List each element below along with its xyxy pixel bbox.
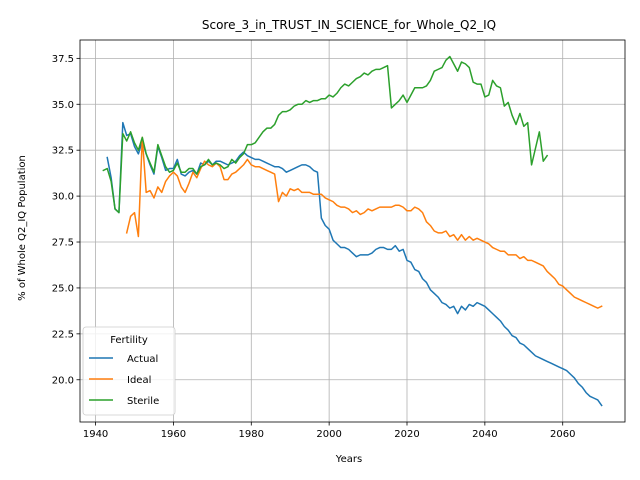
y-tick-label: 32.5 — [52, 146, 74, 157]
x-tick-label: 1960 — [161, 429, 186, 440]
grid-lines — [80, 40, 625, 422]
y-axis-label: % of Whole Q2_IQ Population — [17, 155, 28, 301]
legend-label-ideal: Ideal — [127, 375, 151, 386]
legend-box — [82, 326, 176, 416]
axes-frame — [79, 39, 626, 423]
y-tick-label: 25.0 — [52, 283, 74, 294]
x-tick-label: 2060 — [550, 429, 575, 440]
y-tick-label: 22.5 — [52, 329, 74, 340]
series-lines — [102, 55, 603, 407]
y-tick-label: 27.5 — [52, 238, 74, 249]
legend-label-actual: Actual — [127, 354, 158, 365]
x-axis-ticks: 1940 1960 1980 2000 2020 2040 2060 — [83, 422, 575, 440]
y-axis-ticks: 20.0 22.5 25.0 27.5 30.0 32.5 35.0 37.5 — [52, 54, 80, 386]
y-tick-label: 35.0 — [52, 100, 74, 111]
y-tick-label: 37.5 — [52, 54, 74, 65]
x-tick-label: 2000 — [316, 429, 341, 440]
y-tick-label: 30.0 — [52, 192, 74, 203]
x-axis-label: Years — [335, 454, 362, 465]
legend-label-sterile: Sterile — [127, 396, 159, 407]
x-tick-label: 2020 — [394, 429, 419, 440]
x-tick-label: 2040 — [472, 429, 497, 440]
y-tick-label: 20.0 — [52, 375, 74, 386]
x-tick-label: 1980 — [239, 429, 264, 440]
chart-title: Score_3_in_TRUST_IN_SCIENCE_for_Whole_Q2… — [202, 18, 496, 32]
legend-entries: Actual Ideal Sterile — [89, 354, 159, 407]
series-line-sterile — [102, 55, 549, 214]
x-tick-label: 1940 — [83, 429, 108, 440]
series-line-actual — [106, 121, 603, 407]
legend: Fertility Actual Ideal Sterile — [82, 326, 176, 416]
legend-title: Fertility — [110, 335, 148, 346]
